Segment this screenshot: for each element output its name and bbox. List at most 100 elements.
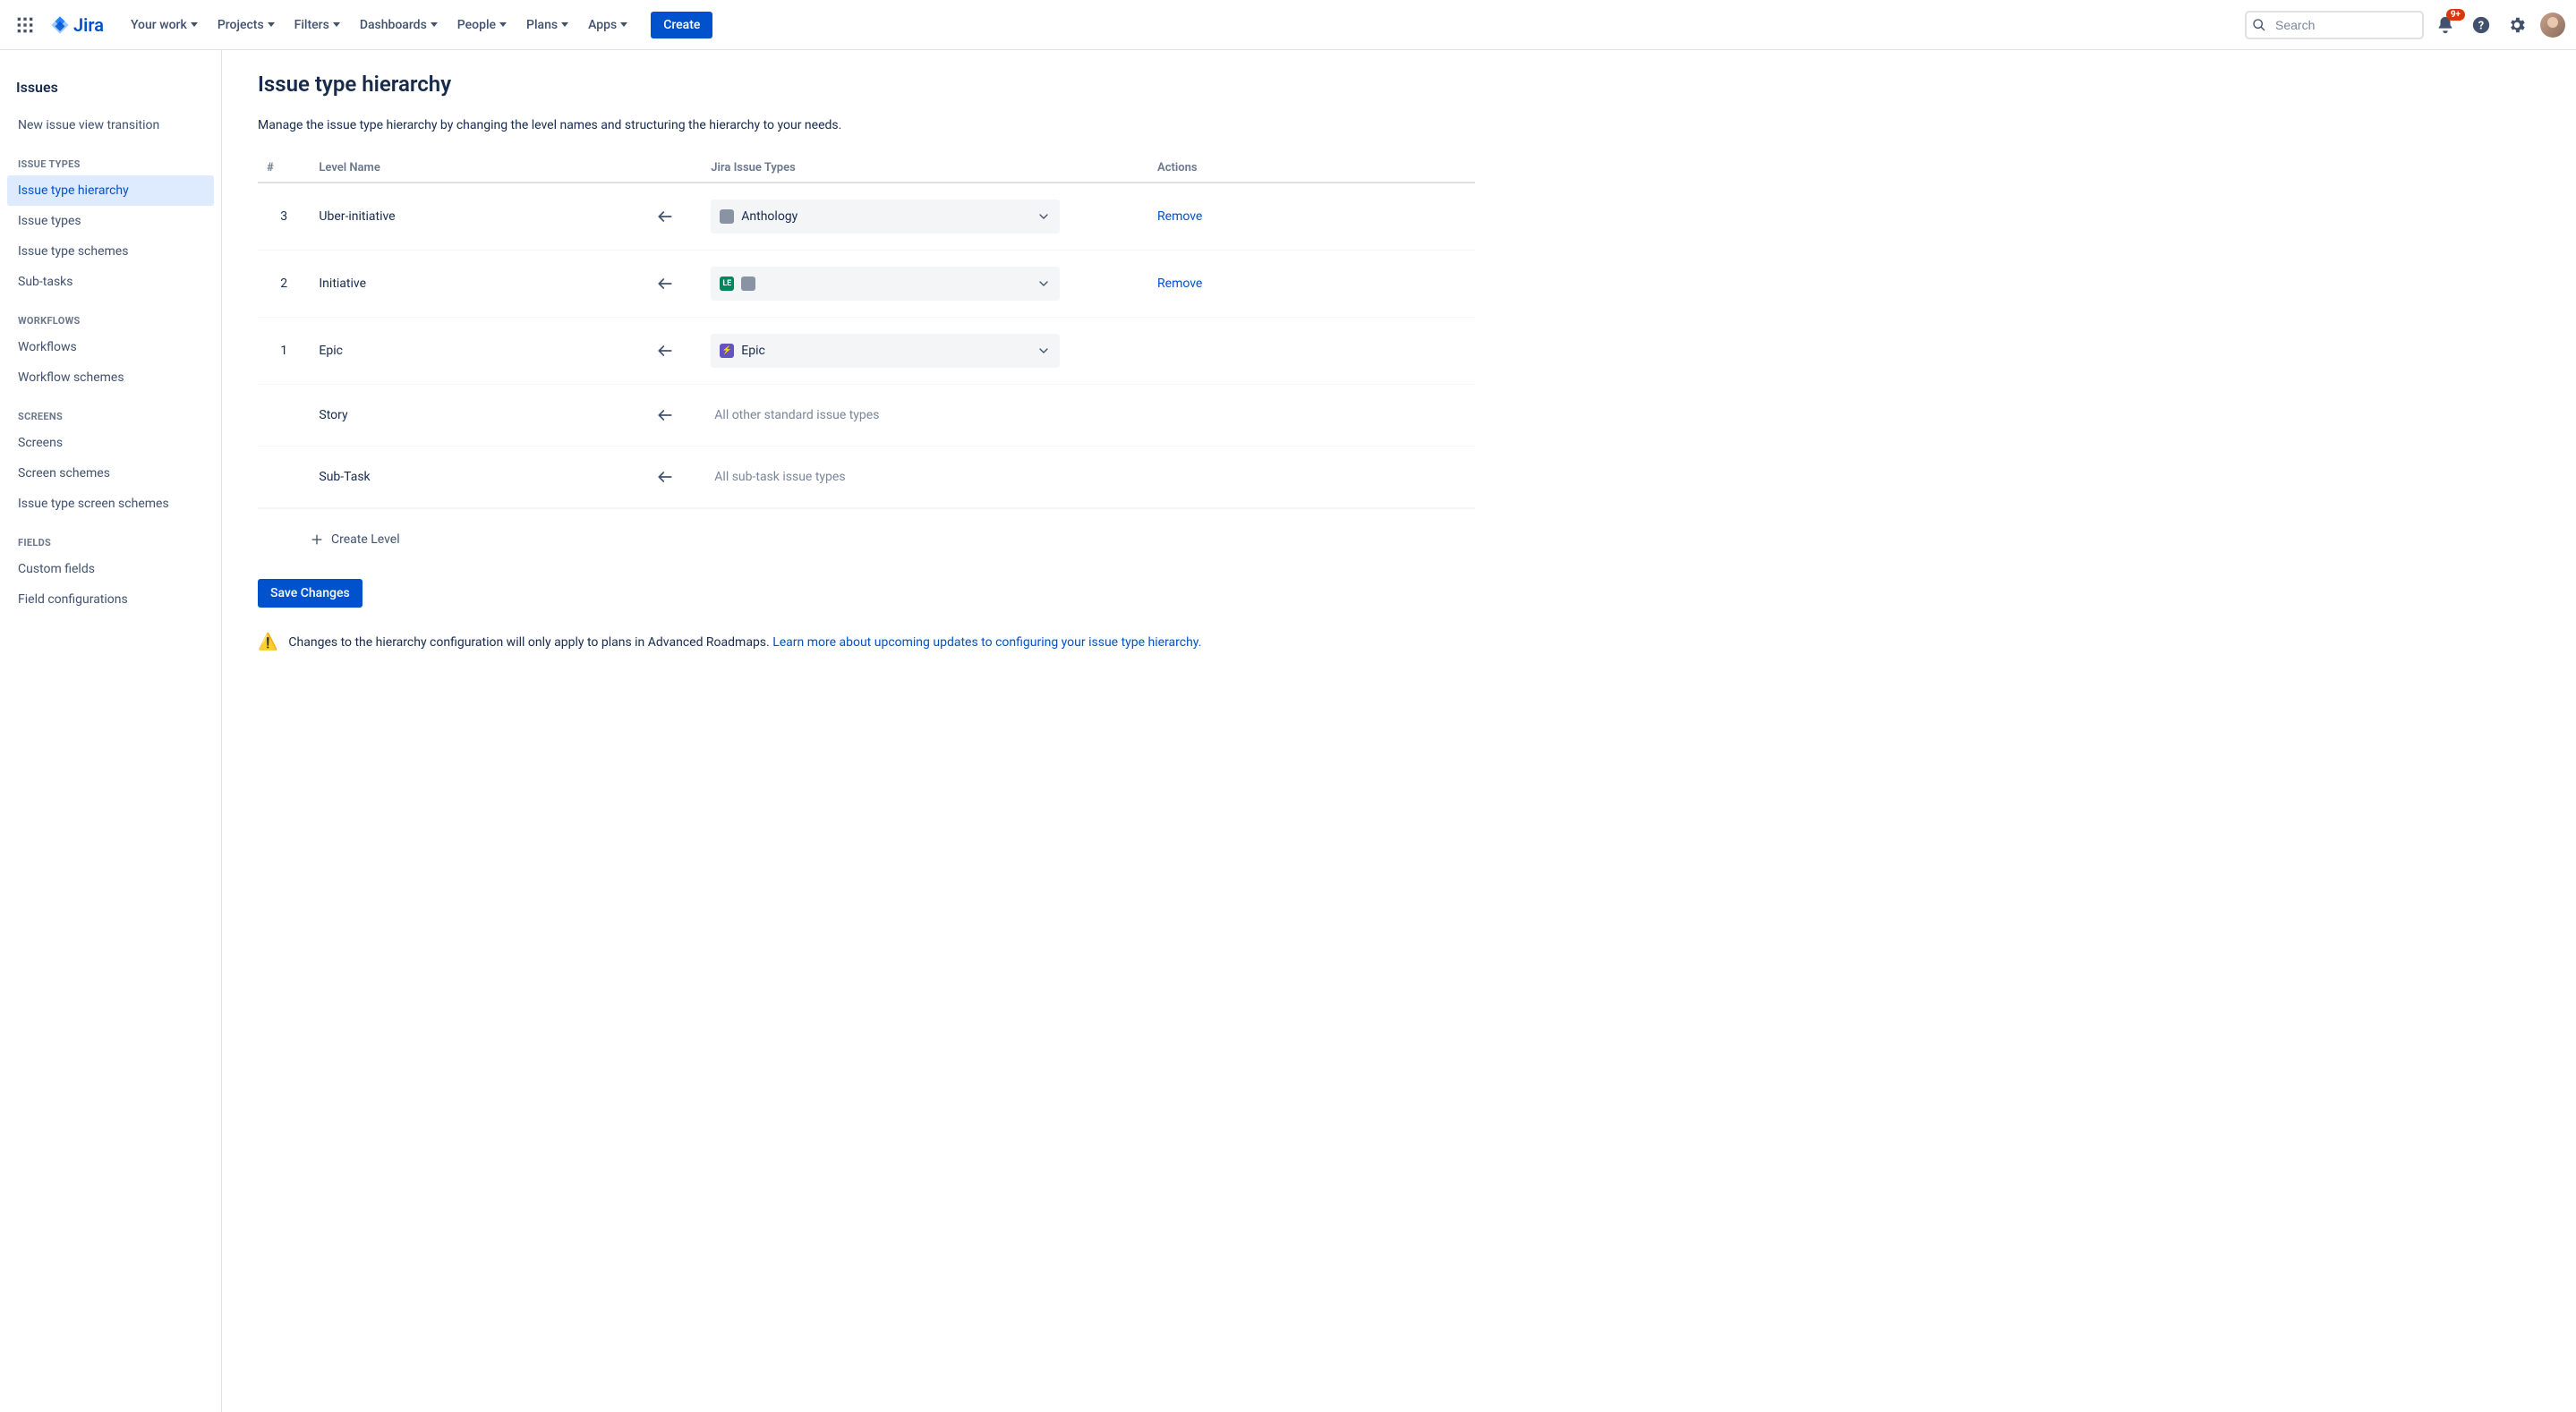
search-wrap [2245, 11, 2424, 39]
chevron-down-icon [191, 22, 198, 27]
level-name: Initiative [319, 276, 366, 291]
nav-item-dashboards[interactable]: Dashboards [351, 13, 447, 38]
drag-handle-icon[interactable] [656, 342, 693, 360]
issue-type-chip: ⚡ [720, 344, 734, 358]
sidebar-item-issue-types[interactable]: Issue types [7, 206, 214, 236]
nav-item-label: Plans [526, 18, 558, 32]
sidebar-item-issue-type-screen-schemes[interactable]: Issue type screen schemes [7, 489, 214, 519]
chevron-down-icon [333, 22, 340, 27]
settings-icon[interactable] [2503, 11, 2531, 39]
app-switcher-icon[interactable] [11, 11, 39, 39]
nav-item-your-work[interactable]: Your work [122, 13, 207, 38]
content: Issue type hierarchy Manage the issue ty… [222, 50, 1511, 1412]
nav-item-label: People [457, 18, 496, 32]
drag-handle-icon[interactable] [656, 275, 693, 293]
sidebar-item-issue-type-schemes[interactable]: Issue type schemes [7, 236, 214, 267]
issue-type-select[interactable]: Anthology [711, 200, 1060, 234]
nav-item-filters[interactable]: Filters [286, 13, 349, 38]
col-arrow-header [647, 154, 702, 183]
sidebar: Issues New issue view transition Issue t… [0, 50, 222, 1412]
page-description: Manage the issue type hierarchy by chang… [258, 118, 1475, 132]
level-name: Epic [319, 344, 343, 358]
sidebar-heading: Issues [7, 72, 214, 110]
sidebar-item-sub-tasks[interactable]: Sub-tasks [7, 267, 214, 297]
nav-item-label: Filters [294, 18, 329, 32]
notice-link[interactable]: Learn more about upcoming updates to con… [772, 635, 1201, 650]
sidebar-item-new-issue-view-transition[interactable]: New issue view transition [7, 110, 214, 140]
notice-text: Changes to the hierarchy configuration w… [288, 635, 772, 650]
chevron-down-icon [431, 22, 438, 27]
sidebar-group-fields: Fields [7, 519, 214, 554]
chevron-down-icon [1036, 276, 1051, 291]
search-icon [2252, 18, 2266, 32]
issue-type-select[interactable]: ⚡ Epic [711, 334, 1060, 368]
issue-type-label: Anthology [741, 209, 798, 224]
create-button[interactable]: Create [651, 12, 712, 38]
level-name: Sub-Task [319, 470, 370, 484]
issue-type-static: All other standard issue types [711, 401, 883, 430]
sidebar-item-custom-fields[interactable]: Custom fields [7, 554, 214, 584]
nav-items: Your work Projects Filters Dashboards People… [122, 13, 636, 38]
table-row: Story All other standard issue types [258, 385, 1475, 447]
chevron-down-icon [268, 22, 275, 27]
issue-type-chip: LE [720, 276, 734, 291]
chevron-down-icon [561, 22, 568, 27]
chevron-down-icon [499, 22, 507, 27]
search-input[interactable] [2245, 11, 2424, 39]
drag-handle-icon[interactable] [656, 208, 693, 225]
sidebar-group-workflows: Workflows [7, 297, 214, 332]
table-row: Sub-Task All sub-task issue types [258, 447, 1475, 508]
page-title: Issue type hierarchy [258, 72, 1475, 97]
sidebar-item-screens[interactable]: Screens [7, 428, 214, 458]
chevron-down-icon [620, 22, 627, 27]
issue-type-label: Epic [741, 344, 765, 358]
jira-logo[interactable]: Jira [43, 14, 111, 36]
help-icon[interactable]: ? [2467, 11, 2495, 39]
row-number [258, 447, 310, 508]
sidebar-item-workflows[interactable]: Workflows [7, 332, 214, 362]
row-number: 1 [258, 318, 310, 385]
level-name: Uber-initiative [319, 209, 395, 224]
drag-handle-icon[interactable] [656, 468, 693, 486]
sidebar-item-screen-schemes[interactable]: Screen schemes [7, 458, 214, 489]
issue-type-static: All sub-task issue types [711, 463, 849, 491]
issue-type-chip [741, 276, 755, 291]
nav-item-label: Projects [218, 18, 264, 32]
nav-item-people[interactable]: People [448, 13, 516, 38]
warning-icon: ⚠️ [258, 633, 277, 651]
drag-handle-icon[interactable] [656, 406, 693, 424]
table-row: 1 Epic ⚡ Epic [258, 318, 1475, 385]
issue-type-chip [720, 209, 734, 224]
col-num-header: # [258, 154, 310, 183]
avatar[interactable] [2540, 13, 2565, 38]
sidebar-item-field-configurations[interactable]: Field configurations [7, 584, 214, 615]
create-level-label: Create Level [331, 532, 400, 547]
issue-type-select[interactable]: LE [711, 267, 1060, 301]
sidebar-item-workflow-schemes[interactable]: Workflow schemes [7, 362, 214, 393]
nav-item-projects[interactable]: Projects [209, 13, 284, 38]
col-name-header: Level Name [310, 154, 647, 183]
sidebar-group-screens: Screens [7, 393, 214, 428]
nav-item-plans[interactable]: Plans [517, 13, 577, 38]
col-types-header: Jira Issue Types [702, 154, 1148, 183]
level-name: Story [319, 408, 347, 422]
notifications-icon[interactable]: 9+ [2431, 11, 2460, 39]
create-level-button[interactable]: Create Level [310, 525, 400, 554]
svg-text:?: ? [2478, 19, 2484, 32]
row-number [258, 385, 310, 447]
col-actions-header: Actions [1148, 154, 1475, 183]
product-name: Jira [73, 14, 104, 36]
remove-link[interactable]: Remove [1157, 276, 1202, 291]
row-number: 3 [258, 183, 310, 251]
nav-item-label: Apps [588, 18, 617, 32]
hierarchy-table: # Level Name Jira Issue Types Actions 3U… [258, 154, 1475, 508]
notice: ⚠️ Changes to the hierarchy configuratio… [258, 633, 1475, 651]
sidebar-item-issue-type-hierarchy[interactable]: Issue type hierarchy [7, 175, 214, 206]
nav-item-apps[interactable]: Apps [579, 13, 636, 38]
remove-link[interactable]: Remove [1157, 209, 1202, 224]
chevron-down-icon [1036, 209, 1051, 224]
save-changes-button[interactable]: Save Changes [258, 579, 363, 608]
notification-badge: 9+ [2446, 9, 2465, 21]
chevron-down-icon [1036, 344, 1051, 358]
nav-item-label: Your work [131, 18, 187, 32]
